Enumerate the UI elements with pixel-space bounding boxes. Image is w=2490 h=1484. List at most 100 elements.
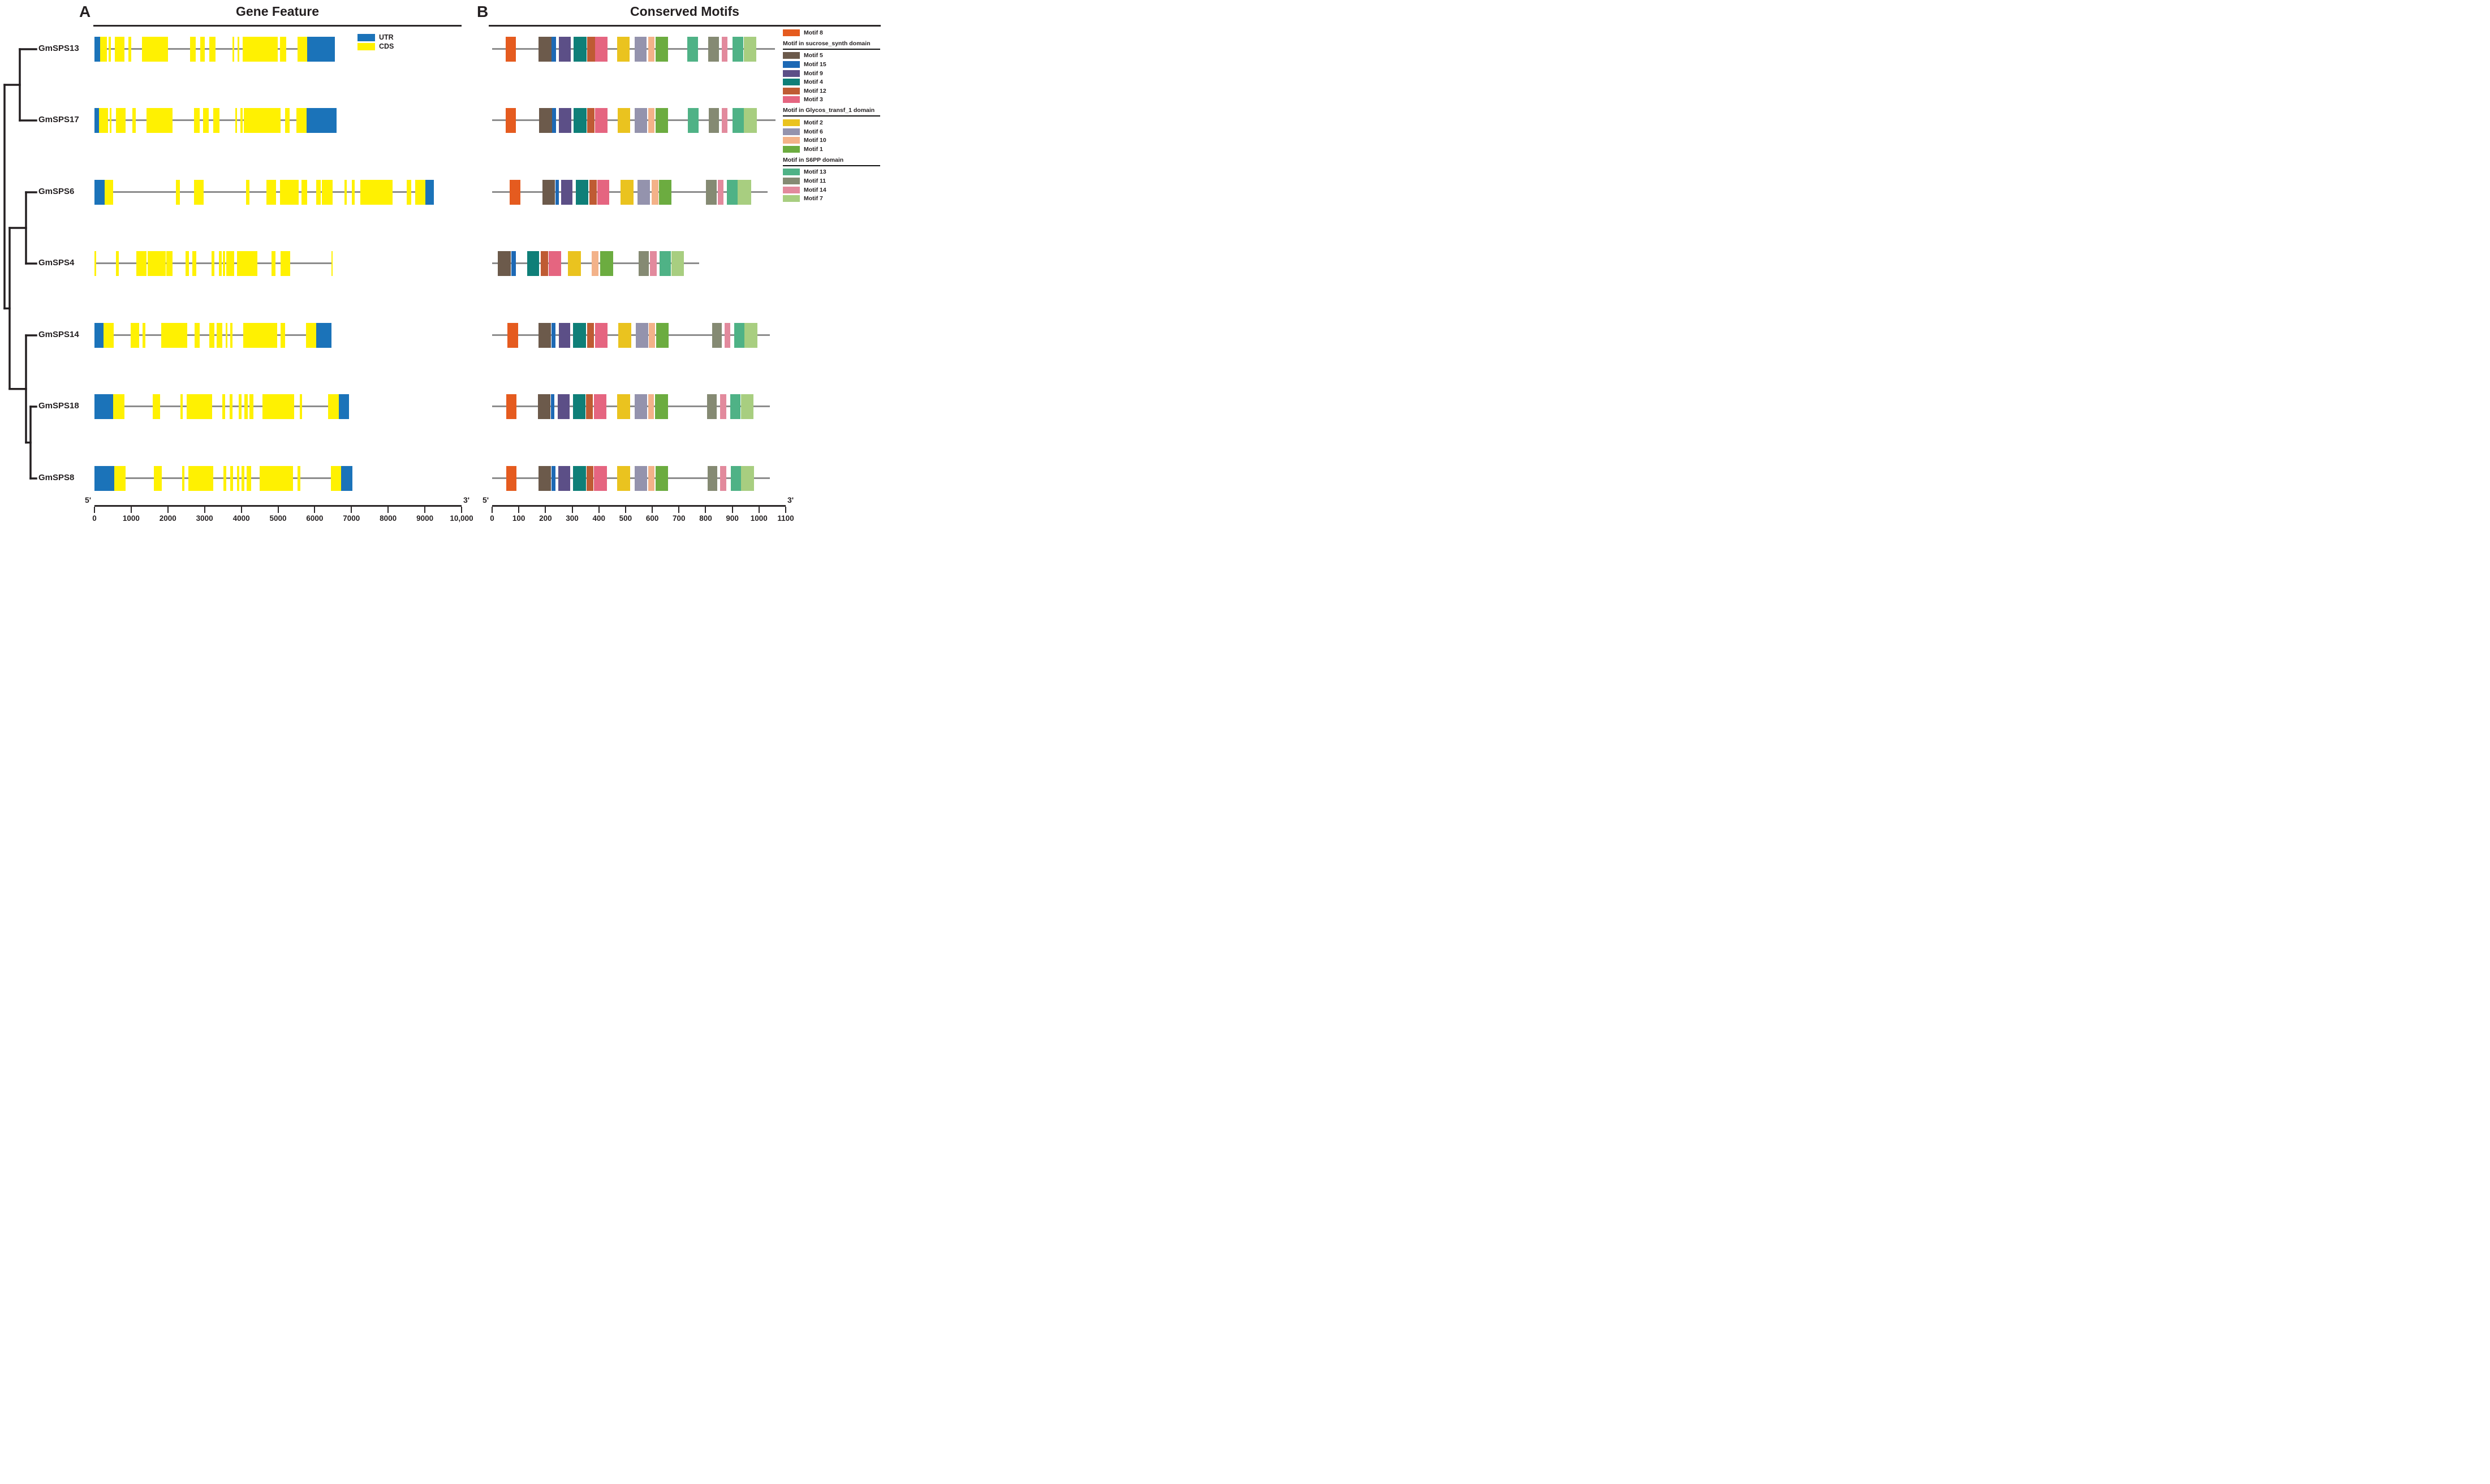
motif-block-6 <box>637 180 650 205</box>
cds-swatch <box>357 43 375 50</box>
cds-exon-block <box>281 323 286 348</box>
cds-exon-block <box>281 251 291 276</box>
axis-tick-label: 2000 <box>159 514 176 523</box>
axis-tick <box>240 507 242 513</box>
legend-item-motif-9: Motif 9 <box>783 69 886 78</box>
cds-exon-block <box>203 108 209 133</box>
motif-block-5 <box>539 37 552 62</box>
cds-exon-block <box>223 251 225 276</box>
motif-block-3 <box>548 251 561 276</box>
motif-block-7 <box>743 37 757 62</box>
axis-tick-label: 10,000 <box>450 514 473 523</box>
cds-label: CDS <box>379 42 394 50</box>
cds-exon-block <box>103 323 114 348</box>
cds-exon-block <box>216 323 222 348</box>
legend-swatch-motif-7 <box>783 195 800 202</box>
motif-block-13 <box>730 394 741 419</box>
axis-tick <box>785 507 786 513</box>
motif-row <box>0 251 887 276</box>
cds-exon-block <box>190 37 196 62</box>
motif-block-2 <box>617 466 630 491</box>
legend-label: Motif 5 <box>804 52 823 59</box>
motif-block-5 <box>539 323 552 348</box>
motif-block-9 <box>559 108 571 133</box>
utr3-block <box>339 394 349 419</box>
utr5-block <box>94 394 114 419</box>
motif-block-12 <box>589 180 597 205</box>
legend-swatch-motif-9 <box>783 70 800 77</box>
cds-exon-block <box>230 466 233 491</box>
motif-block-8 <box>506 394 517 419</box>
cds-exon-block <box>306 323 316 348</box>
motif-block-2 <box>618 323 631 348</box>
cds-exon-block <box>200 37 205 62</box>
gene-row <box>0 394 887 419</box>
legend-label: Motif 2 <box>804 119 823 126</box>
cds-exon-block <box>239 394 242 419</box>
motif-row <box>0 37 887 62</box>
motif-block-5 <box>542 180 555 205</box>
motif-block-9 <box>561 180 573 205</box>
legend-swatch-motif-8 <box>783 29 800 36</box>
cds-exon-block <box>161 323 188 348</box>
axis-tick <box>571 507 573 513</box>
cds-exon-block <box>114 466 126 491</box>
motif-block-4 <box>573 108 587 133</box>
legend-label: Motif 8 <box>804 29 823 36</box>
motif-block-14 <box>720 466 726 491</box>
cds-exon-block <box>259 466 293 491</box>
motif-block-10 <box>648 37 654 62</box>
motif-block-8 <box>510 180 520 205</box>
figure: GmSPS13 GmSPS17 GmSPS6 GmSPS4 GmSPS14 GmSPS18… <box>0 0 887 528</box>
axis-tick <box>624 507 626 513</box>
motif-row <box>0 323 887 348</box>
legend-label: Motif 6 <box>804 128 823 135</box>
motif-block-4 <box>573 323 587 348</box>
legend-item-motif-8: Motif 8 <box>783 28 886 37</box>
cds-exon-block <box>194 323 200 348</box>
motif-block-2 <box>617 108 630 133</box>
cds-exon-block <box>146 108 173 133</box>
legend-label: Motif 7 <box>804 195 823 202</box>
motif-block-4 <box>576 180 589 205</box>
legend-swatch-motif-11 <box>783 177 800 184</box>
cds-exon-block <box>143 323 146 348</box>
axis-5prime-label: 5' <box>483 495 489 504</box>
axis-5prime-label: 5' <box>85 495 92 504</box>
axis-3prime-label: 3' <box>463 495 470 504</box>
axis-tick-label: 9000 <box>416 514 434 523</box>
axis-tick-label: 900 <box>726 514 739 523</box>
cds-exon-block <box>226 323 228 348</box>
axis-line <box>94 505 462 507</box>
legend-item-motif-10: Motif 10 <box>783 136 886 145</box>
axis-tick-label: 200 <box>539 514 552 523</box>
legend-utr-row: UTR <box>357 34 420 42</box>
motif-block-13 <box>727 180 738 205</box>
cds-exon-block <box>109 37 111 62</box>
motif-block-1 <box>656 37 668 62</box>
cds-exon-block <box>147 251 166 276</box>
motif-row <box>0 394 887 419</box>
cds-exon-block <box>113 394 124 419</box>
axis-tick <box>387 507 389 513</box>
motif-block-12 <box>587 323 594 348</box>
legend-swatch-motif-14 <box>783 186 800 193</box>
axis-tick-label: 4000 <box>232 514 250 523</box>
utr5-block <box>94 180 105 205</box>
cds-exon-block <box>235 108 238 133</box>
cds-exon-block <box>193 108 200 133</box>
legend-swatch-motif-12 <box>783 87 800 94</box>
motif-block-15 <box>551 466 555 491</box>
motif-block-6 <box>636 323 648 348</box>
cds-exon-block <box>246 466 251 491</box>
panel-b-letter: B <box>477 3 489 20</box>
legend-item-motif-5: Motif 5 <box>783 51 886 61</box>
cds-exon-block <box>415 180 425 205</box>
motif-block-1 <box>655 394 668 419</box>
motif-block-3 <box>597 180 610 205</box>
cds-exon-block <box>226 251 235 276</box>
legend-item-motif-1: Motif 1 <box>783 145 886 154</box>
axis-tick-label: 0 <box>490 514 494 523</box>
motif-block-11 <box>709 108 720 133</box>
axis-tick <box>652 507 653 513</box>
